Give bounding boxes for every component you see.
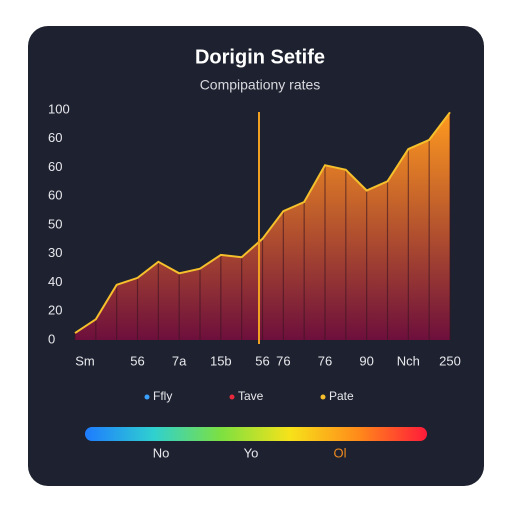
legend-marker	[144, 394, 150, 400]
legend-marker	[320, 394, 326, 400]
chart-subtitle: Compipationy rates	[200, 77, 321, 93]
line	[74, 111, 451, 334]
y-tick-label: 20	[48, 303, 62, 318]
colorbar-label: Yo	[244, 445, 259, 460]
colorbar	[85, 427, 427, 441]
chart-title: Dorigin Setife	[195, 46, 325, 68]
x-tick-label: 250	[439, 353, 461, 368]
y-tick-label: 100	[48, 101, 70, 116]
x-tick-label: 76	[318, 353, 332, 368]
y-tick-label: 0	[48, 331, 55, 346]
legend-label: Ffly	[153, 389, 172, 403]
x-tick-label: Nch	[397, 353, 420, 368]
colorbar-label: Ol	[334, 445, 347, 460]
legend-label: Pate	[329, 389, 354, 403]
x-tick-label: Sm	[75, 353, 95, 368]
x-tick-label: 90	[359, 353, 373, 368]
x-tick-label: 56	[255, 353, 269, 368]
y-tick-label: 50	[48, 216, 62, 231]
y-tick-label: 60	[48, 130, 62, 145]
plot-area	[70, 109, 451, 341]
x-tick-label: 76	[276, 353, 290, 368]
x-tick-label: 15b	[210, 353, 232, 368]
y-tick-label: 60	[48, 159, 62, 174]
y-tick-label: 40	[48, 274, 62, 289]
area	[75, 112, 450, 340]
colorbar-label: No	[153, 445, 170, 460]
y-tick-label: 30	[48, 245, 62, 260]
x-tick-label: 56	[130, 353, 144, 368]
legend-label: Tave	[238, 389, 264, 403]
legend-marker	[229, 394, 235, 400]
x-tick-label: 7a	[172, 353, 187, 368]
y-tick-label: 60	[48, 188, 62, 203]
